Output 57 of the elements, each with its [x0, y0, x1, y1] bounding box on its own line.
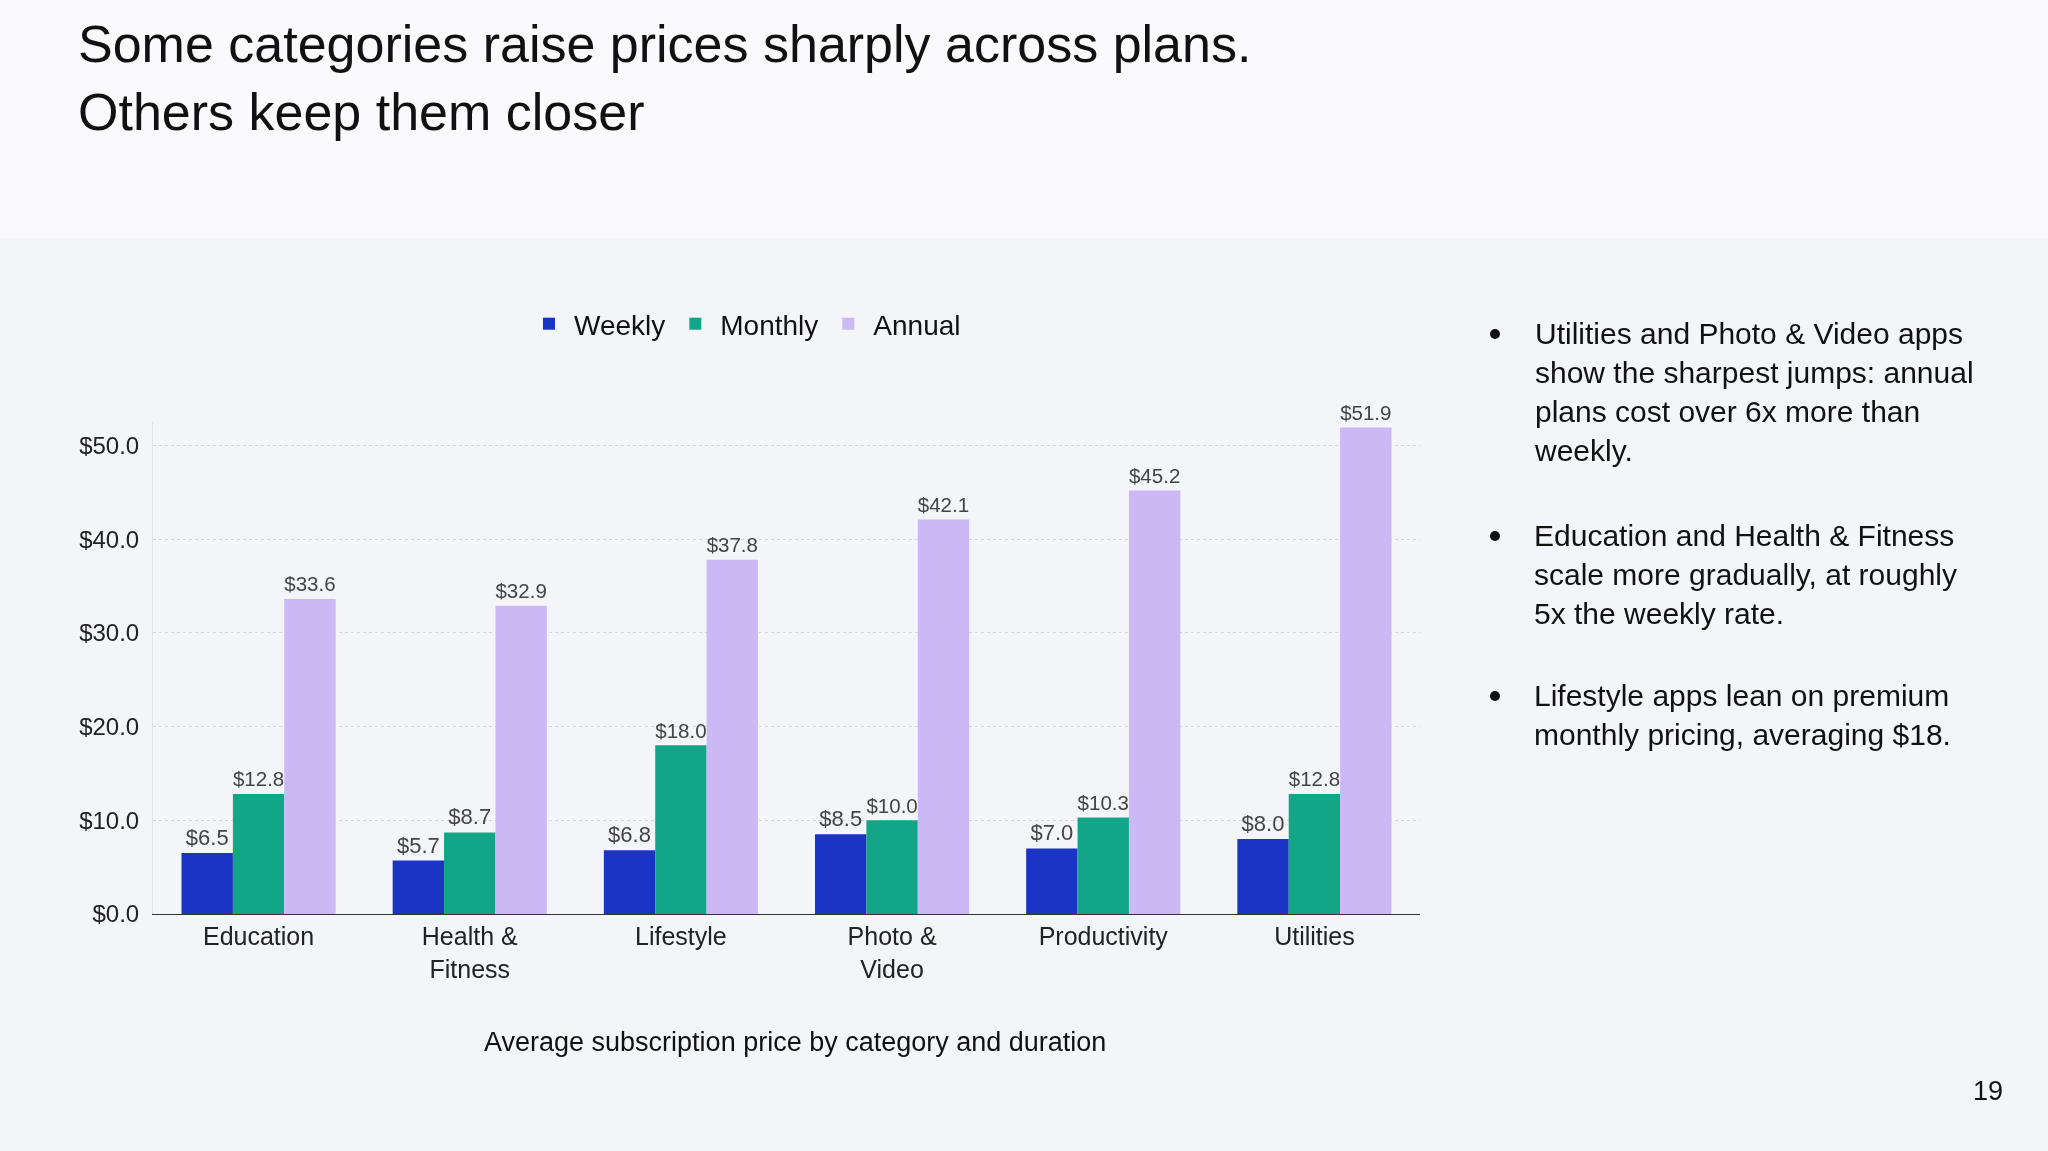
text: Education and Health & Fitness scale more gradually, at roughly 5x the weekly rate.: [1534, 519, 1957, 630]
x-tick-label: Photo & Video: [847, 922, 937, 983]
y-tick-label: $50.0: [79, 431, 140, 459]
data-label: $33.6: [284, 572, 336, 596]
bar: [1340, 427, 1392, 914]
legend-label: Monthly: [720, 309, 819, 341]
x-tick-label: Education: [202, 922, 315, 950]
bar: [495, 605, 547, 914]
data-label: $6.5: [185, 825, 229, 851]
bar: [444, 832, 496, 914]
data-label: $51.9: [1340, 400, 1392, 424]
text: Lifestyle apps lean on premium monthly pricing, averaging $18.: [1534, 679, 1951, 751]
bar: [655, 745, 707, 914]
bar: [1237, 839, 1289, 914]
text: Utilities and Photo & Video apps show the sharpest jumps: annual plans cost over 6x more than weekly.: [1534, 317, 1974, 467]
bar: [1077, 817, 1129, 914]
bar: [284, 599, 336, 914]
data-label: $6.8: [608, 822, 651, 848]
data-label: $7.0: [1030, 820, 1074, 846]
x-tick-label: Utilities: [1274, 922, 1355, 950]
data-label: $8.0: [1241, 811, 1285, 837]
y-tick-label: $10.0: [79, 806, 140, 834]
data-label: $10.3: [1077, 790, 1129, 814]
bar: [181, 853, 233, 914]
data-label: $45.2: [1128, 463, 1181, 487]
data-label: $12.8: [232, 767, 285, 791]
bar: [706, 559, 758, 914]
data-label: $18.0: [655, 718, 707, 742]
data-label: $8.5: [819, 806, 863, 832]
x-tick-label: Productivity: [1038, 922, 1169, 950]
text: 19: [1973, 1076, 2004, 1106]
data-label: $12.8: [1288, 767, 1341, 791]
bar: [1026, 848, 1078, 914]
bar: [603, 850, 656, 914]
data-label: $42.1: [917, 492, 970, 516]
data-label: $37.8: [706, 533, 758, 557]
legend-label: Annual: [873, 309, 961, 341]
bar: [392, 860, 445, 914]
bar: [917, 519, 970, 914]
data-label: $5.7: [396, 832, 440, 858]
bar: [1288, 794, 1341, 914]
y-tick-label: $30.0: [79, 619, 140, 647]
data-label: $32.9: [495, 579, 547, 603]
y-tick-label: $40.0: [79, 525, 140, 553]
y-tick-label: $0.0: [92, 900, 140, 928]
bar: [815, 834, 867, 914]
x-tick-label: Health & Fitness: [421, 922, 519, 983]
bar: [232, 794, 285, 914]
data-label: $10.0: [866, 793, 918, 817]
bar: [1128, 490, 1181, 914]
text: Average subscription price by category and duration: [484, 1027, 1107, 1057]
x-tick-label: Lifestyle: [635, 922, 727, 950]
chart-title: Some categories raise prices sharply across plans. Others keep them closer: [78, 15, 1252, 141]
data-label: $8.7: [448, 804, 492, 830]
bar: [866, 820, 918, 914]
legend-label: Weekly: [574, 309, 666, 341]
y-tick-label: $20.0: [79, 712, 140, 740]
